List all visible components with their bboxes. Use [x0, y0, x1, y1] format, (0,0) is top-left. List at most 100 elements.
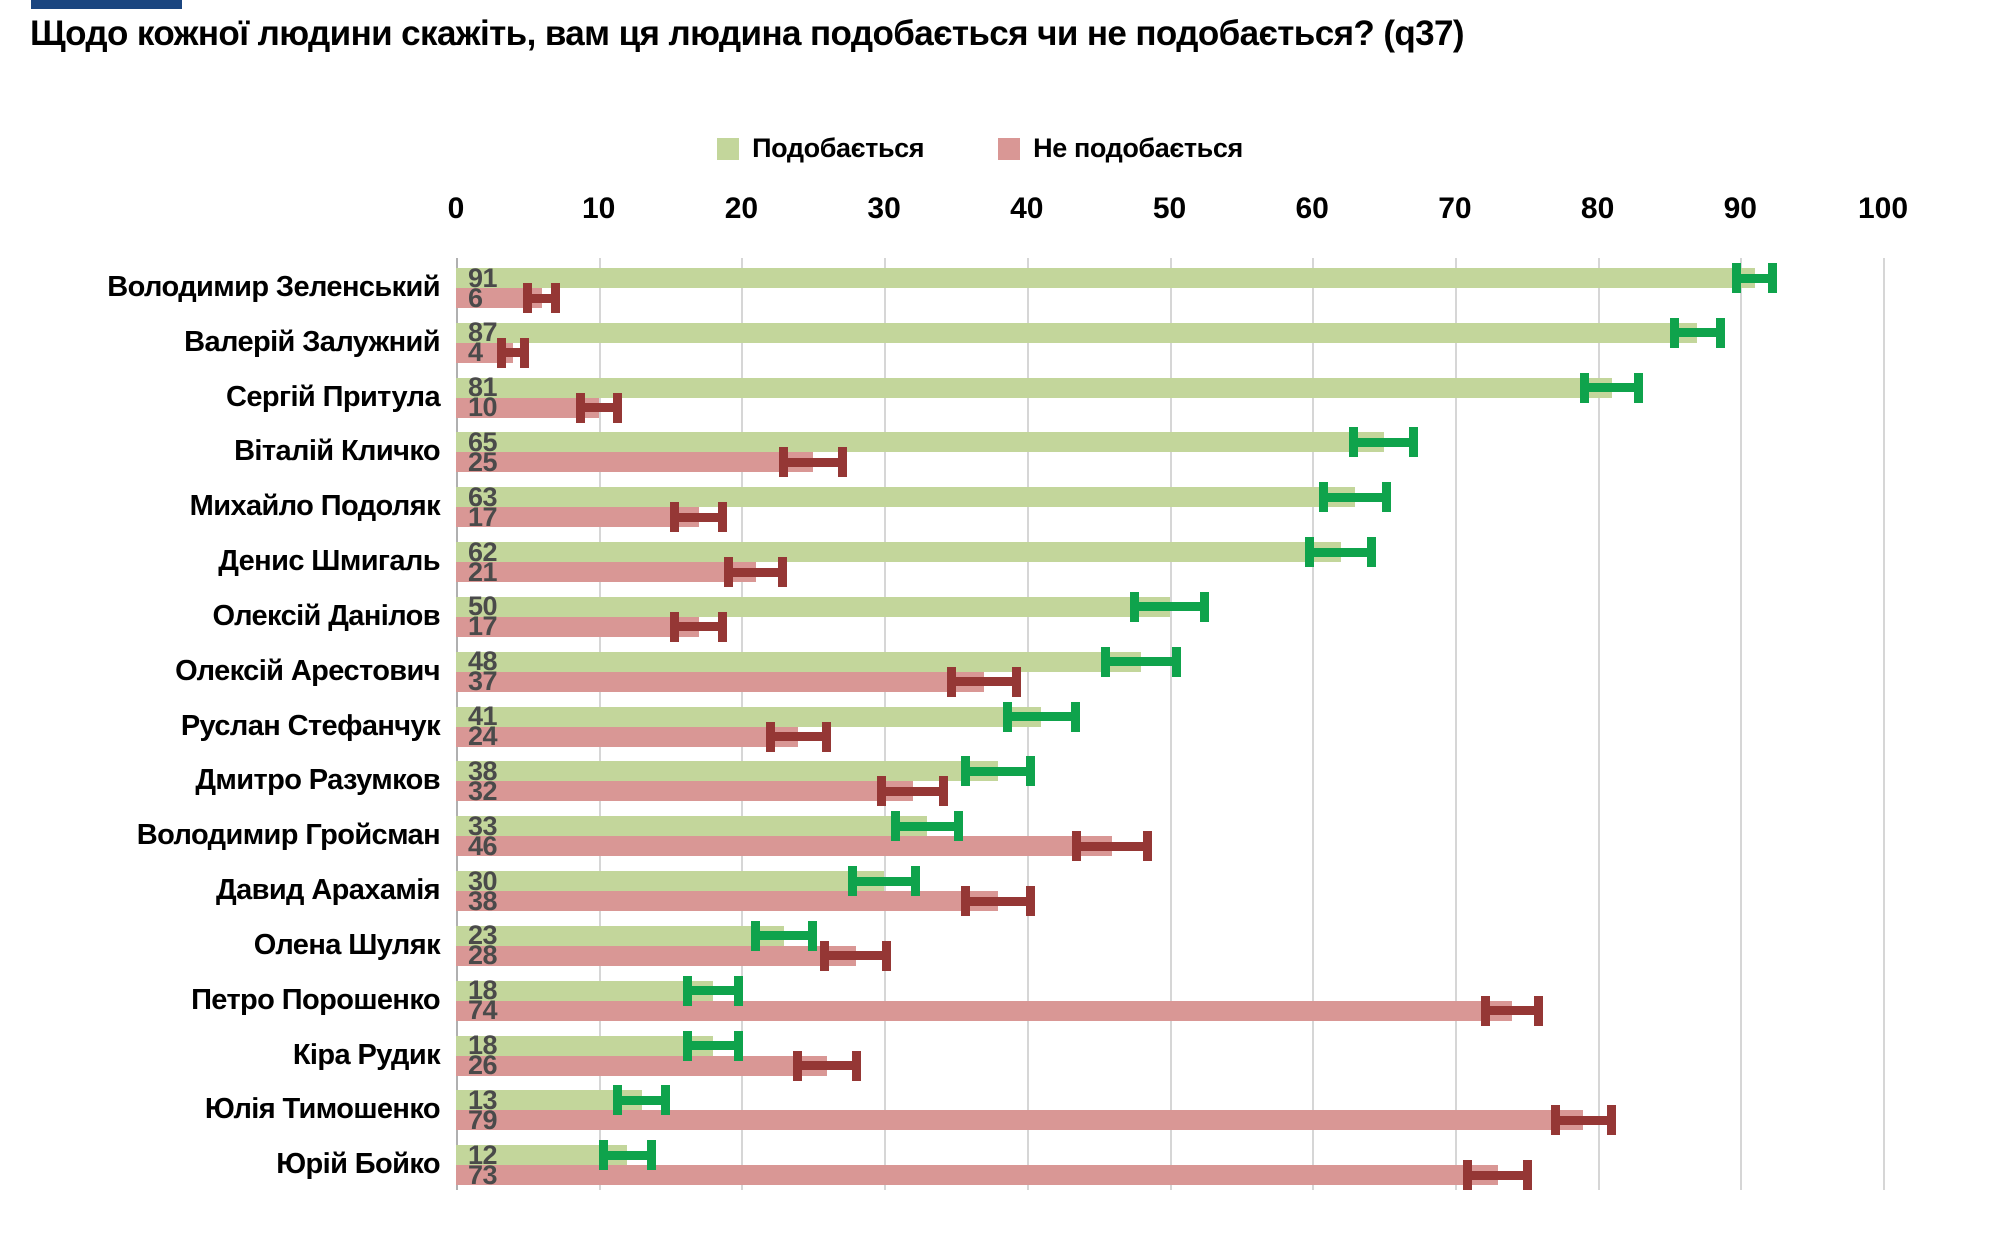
category-label: Михайло Подоляк	[189, 490, 441, 523]
like-value-label: 18	[468, 975, 498, 1006]
dislike-bar	[456, 1165, 1498, 1186]
x-tick-label-80: 80	[1580, 192, 1615, 225]
like-value-label: 48	[468, 646, 498, 677]
dislike-error-bar	[523, 283, 561, 313]
like-error-bar	[848, 866, 920, 897]
dislike-bar	[456, 288, 542, 308]
category-label: Олексій Арестович	[175, 654, 441, 687]
like-value-label: 13	[468, 1084, 498, 1115]
like-bar	[456, 816, 927, 837]
like-error-bar	[1670, 317, 1725, 348]
dislike-error-bar	[575, 392, 622, 423]
like-bar	[456, 980, 713, 1001]
like-value-label: 65	[468, 426, 498, 457]
chart-row: Сергій Притула 81 10	[226, 368, 1883, 423]
like-value-label: 62	[468, 536, 498, 567]
category-label: Валерій Залужний	[184, 325, 440, 358]
like-bar	[456, 1090, 642, 1111]
like-error-bar	[1319, 482, 1391, 513]
like-error-bar	[961, 756, 1036, 787]
dislike-bar	[456, 397, 599, 418]
x-tick-label-60: 60	[1295, 192, 1329, 225]
dislike-value-label: 74	[468, 995, 498, 1026]
dislike-error-bar	[670, 611, 728, 642]
chart-row: Кіра Рудик 18 26	[293, 1026, 1883, 1081]
chart-row: Валерій Залужний 87 4	[184, 313, 1883, 368]
dislike-value-label: 6	[468, 282, 483, 313]
like-value-label: 30	[468, 865, 498, 896]
dislike-value-label: 37	[468, 666, 498, 697]
dislike-bar	[456, 836, 1113, 857]
legend-swatch-like-icon	[717, 137, 740, 160]
x-tick-label-50: 50	[1152, 192, 1187, 225]
dislike-error-bar	[670, 502, 728, 533]
like-error-bar	[1002, 701, 1080, 732]
x-tick-label-100: 100	[1857, 192, 1909, 225]
legend-item-dislike: Не подобається	[998, 133, 1243, 164]
chart-row: Юрій Бойко 12 73	[276, 1135, 1883, 1191]
like-bar	[456, 322, 1698, 343]
like-error-bar	[1129, 591, 1210, 622]
category-label: Руслан Стефанчук	[180, 709, 441, 742]
dislike-value-label: 32	[468, 775, 498, 806]
dislike-value-label: 26	[468, 1050, 498, 1081]
chart-title: Щодо кожної людини скажіть, вам ця людин…	[30, 14, 1465, 53]
dislike-value-label: 38	[468, 885, 498, 916]
category-label: Денис Шмигаль	[218, 545, 440, 578]
dislike-error-bar	[792, 1050, 862, 1081]
chart-row: Петро Порошенко 18 74	[191, 971, 1883, 1026]
dislike-error-bar	[497, 337, 529, 368]
chart-row: Дмитро Разумков 38 32	[195, 751, 1883, 807]
chart-row: Денис Шмигаль 62 21	[218, 532, 1883, 588]
dislike-error-bar	[778, 447, 847, 478]
like-error-bar	[682, 975, 743, 1006]
legend-swatch-dislike-icon	[998, 137, 1021, 160]
chart-row: Олексій Данілов 50 17	[213, 587, 1883, 642]
category-label: Юлія Тимошенко	[204, 1093, 441, 1126]
chart-row: Руслан Стефанчук 41 24	[181, 697, 1883, 752]
bar-chart-plot-area: 0 10 20 30 40 50 60 70 80 90 100 Володимир Зеленськ…	[107, 192, 1908, 1191]
category-label: Володимир Гройсман	[136, 819, 441, 852]
like-value-label: 38	[468, 755, 498, 786]
x-tick-label-70: 70	[1438, 192, 1472, 225]
gridline-50	[1169, 258, 1172, 1190]
dislike-error-bar	[876, 776, 949, 807]
like-value-label: 12	[468, 1139, 498, 1170]
dislike-value-label: 79	[468, 1104, 498, 1135]
chart-row: Володимир Зеленський 91 6	[107, 258, 1883, 313]
category-label: Давид Арахамія	[216, 874, 441, 907]
dislike-error-bar	[1072, 831, 1153, 862]
dislike-bar	[456, 507, 699, 528]
dislike-value-label: 10	[468, 392, 498, 423]
category-label: Сергій Притула	[225, 380, 441, 413]
like-bar	[456, 596, 1170, 617]
dislike-value-label: 24	[468, 721, 498, 752]
category-label: Юрій Бойко	[276, 1148, 440, 1181]
chart-row: Віталій Кличко 65 25	[234, 422, 1883, 478]
dislike-bar	[456, 781, 913, 802]
dislike-value-label: 17	[468, 611, 498, 642]
dislike-error-bar	[724, 557, 788, 588]
x-tick-label-30: 30	[867, 192, 901, 225]
dislike-bar	[456, 726, 799, 747]
like-bar	[456, 377, 1612, 398]
dislike-bar	[456, 452, 813, 473]
like-bar	[456, 1035, 713, 1056]
dislike-error-bar	[961, 886, 1036, 917]
dislike-bar	[456, 562, 756, 583]
dislike-bar	[456, 1000, 1512, 1021]
like-error-bar	[598, 1140, 656, 1171]
dislike-value-label: 46	[468, 830, 498, 861]
category-label: Віталій Кличко	[234, 435, 441, 468]
dislike-error-bar	[819, 940, 892, 971]
dislike-bar	[456, 945, 856, 966]
legend-label-dislike: Не подобається	[1033, 133, 1243, 163]
chart-row: Юлія Тимошенко 13 79	[205, 1080, 1883, 1136]
dislike-bar	[456, 891, 999, 912]
chart-row: Володимир Гройсман 33 46	[137, 806, 1883, 862]
like-error-bar	[612, 1085, 671, 1116]
like-error-bar	[1305, 537, 1377, 568]
like-bar	[456, 432, 1384, 453]
like-error-bar	[751, 920, 818, 951]
category-label: Кіра Рудик	[292, 1038, 441, 1071]
